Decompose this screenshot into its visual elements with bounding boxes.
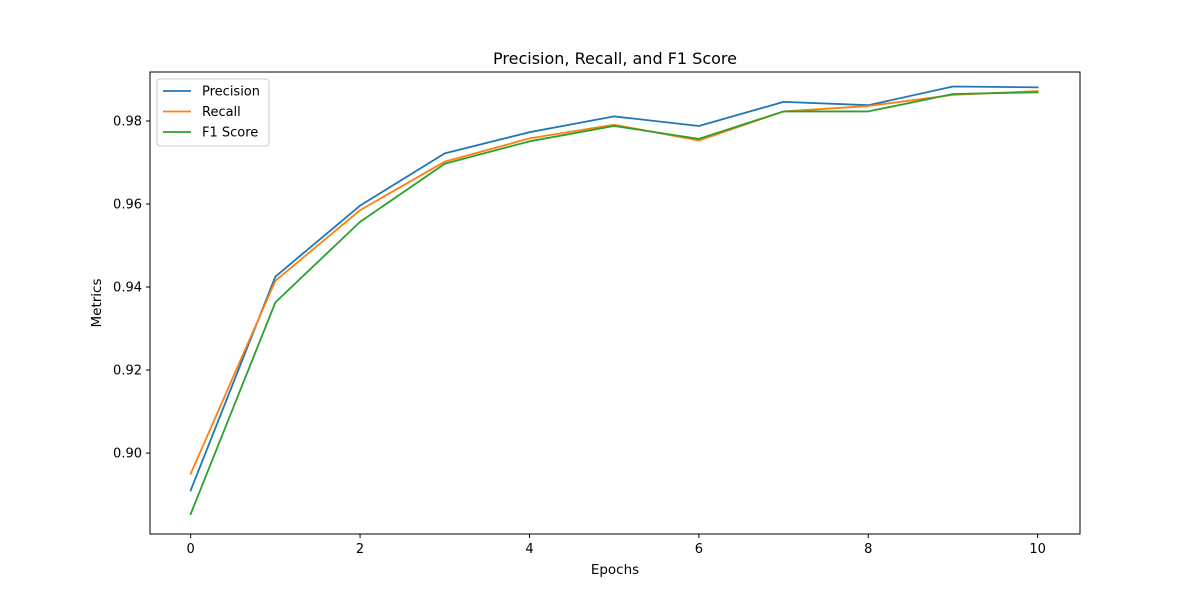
y-tick-label: 0.92: [113, 364, 142, 379]
series-line-recall: [189, 90, 1039, 475]
x-axis-ticks: 0 2 4 6 8 10: [187, 534, 1046, 557]
y-axis-label: Metrics: [89, 278, 105, 327]
x-tick-label: 8: [864, 542, 872, 557]
legend-box: [156, 78, 270, 147]
y-tick-label: 0.94: [113, 281, 142, 296]
legend-label: Recall: [202, 105, 241, 120]
x-tick-label: 10: [1029, 542, 1046, 557]
legend-label: F1 Score: [202, 126, 258, 141]
y-tick-label: 0.98: [113, 114, 142, 129]
x-tick-label: 6: [695, 542, 703, 557]
axes-layer: [149, 71, 1081, 535]
plot-frame: [149, 71, 1081, 535]
legend: Precision Recall F1 Score: [156, 78, 270, 147]
x-axis-label: Epochs: [591, 562, 639, 578]
x-tick-label: 4: [525, 542, 533, 557]
chart-title: Precision, Recall, and F1 Score: [493, 49, 737, 68]
series-line-f1-score: [189, 91, 1039, 516]
series-line-precision: [189, 85, 1039, 492]
series-layer: [189, 85, 1039, 516]
y-axis-ticks: 0.90 0.92 0.94 0.96 0.98: [113, 114, 150, 462]
x-tick-label: 0: [187, 542, 195, 557]
y-tick-label: 0.96: [113, 198, 142, 213]
legend-label: Precision: [202, 85, 260, 100]
x-tick-label: 2: [356, 542, 364, 557]
y-tick-label: 0.90: [113, 447, 142, 462]
